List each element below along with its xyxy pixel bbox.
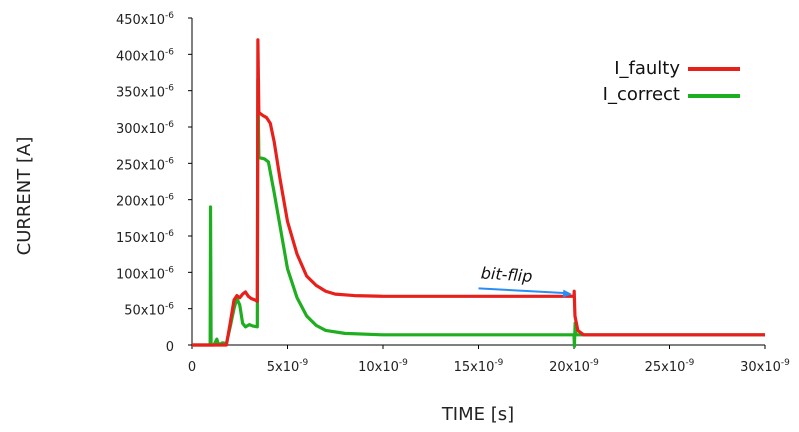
x-tick-label: 15x10-9: [454, 358, 504, 375]
annotation-layer: bit-flip: [478, 263, 573, 298]
x-axis-title: TIME [s]: [441, 404, 514, 425]
legend-label-correct: I_correct: [603, 84, 680, 105]
series-line-faulty: [192, 38, 765, 347]
x-tick-label: 30x10-9: [740, 358, 790, 375]
y-tick-label: 400x10-6: [116, 47, 174, 64]
x-tick-label: 5x10-9: [267, 358, 309, 375]
y-tick-label: 100x10-6: [116, 265, 174, 282]
y-ticks: 0 50x10-6 100x10-6 150x10-6 200x10-6 250x10-6…: [116, 11, 192, 355]
x-ticks: 0 5x10-9 10x10-9 15x10-9 20x10-9 25x10-9 30x10…: [188, 345, 790, 375]
y-tick-label: 50x10-6: [124, 302, 174, 319]
y-tick-label: 350x10-6: [116, 84, 174, 101]
bit-flip-arrowhead: [562, 289, 573, 298]
series-line-correct: [192, 78, 765, 349]
legend-label-faulty: I_faulty: [614, 58, 680, 79]
x-tick-label: 20x10-9: [549, 358, 599, 375]
y-tick-label: 150x10-6: [116, 229, 174, 246]
y-tick-label: 0: [166, 340, 174, 355]
y-tick-label: 250x10-6: [116, 156, 174, 173]
y-axis-title: CURRENT [A]: [14, 137, 35, 256]
x-tick-label: 25x10-9: [645, 358, 695, 375]
y-tick-label: 200x10-6: [116, 193, 174, 210]
x-tick-label: 10x10-9: [358, 358, 408, 375]
series-layer: [192, 38, 765, 349]
bit-flip-arrow: [478, 287, 567, 295]
y-tick-label: 450x10-6: [116, 11, 174, 28]
bit-flip-label: bit-flip: [480, 263, 533, 286]
legend: I_faulty I_correct: [603, 58, 740, 105]
x-tick-label: 0: [188, 360, 196, 375]
y-tick-label: 300x10-6: [116, 120, 174, 137]
